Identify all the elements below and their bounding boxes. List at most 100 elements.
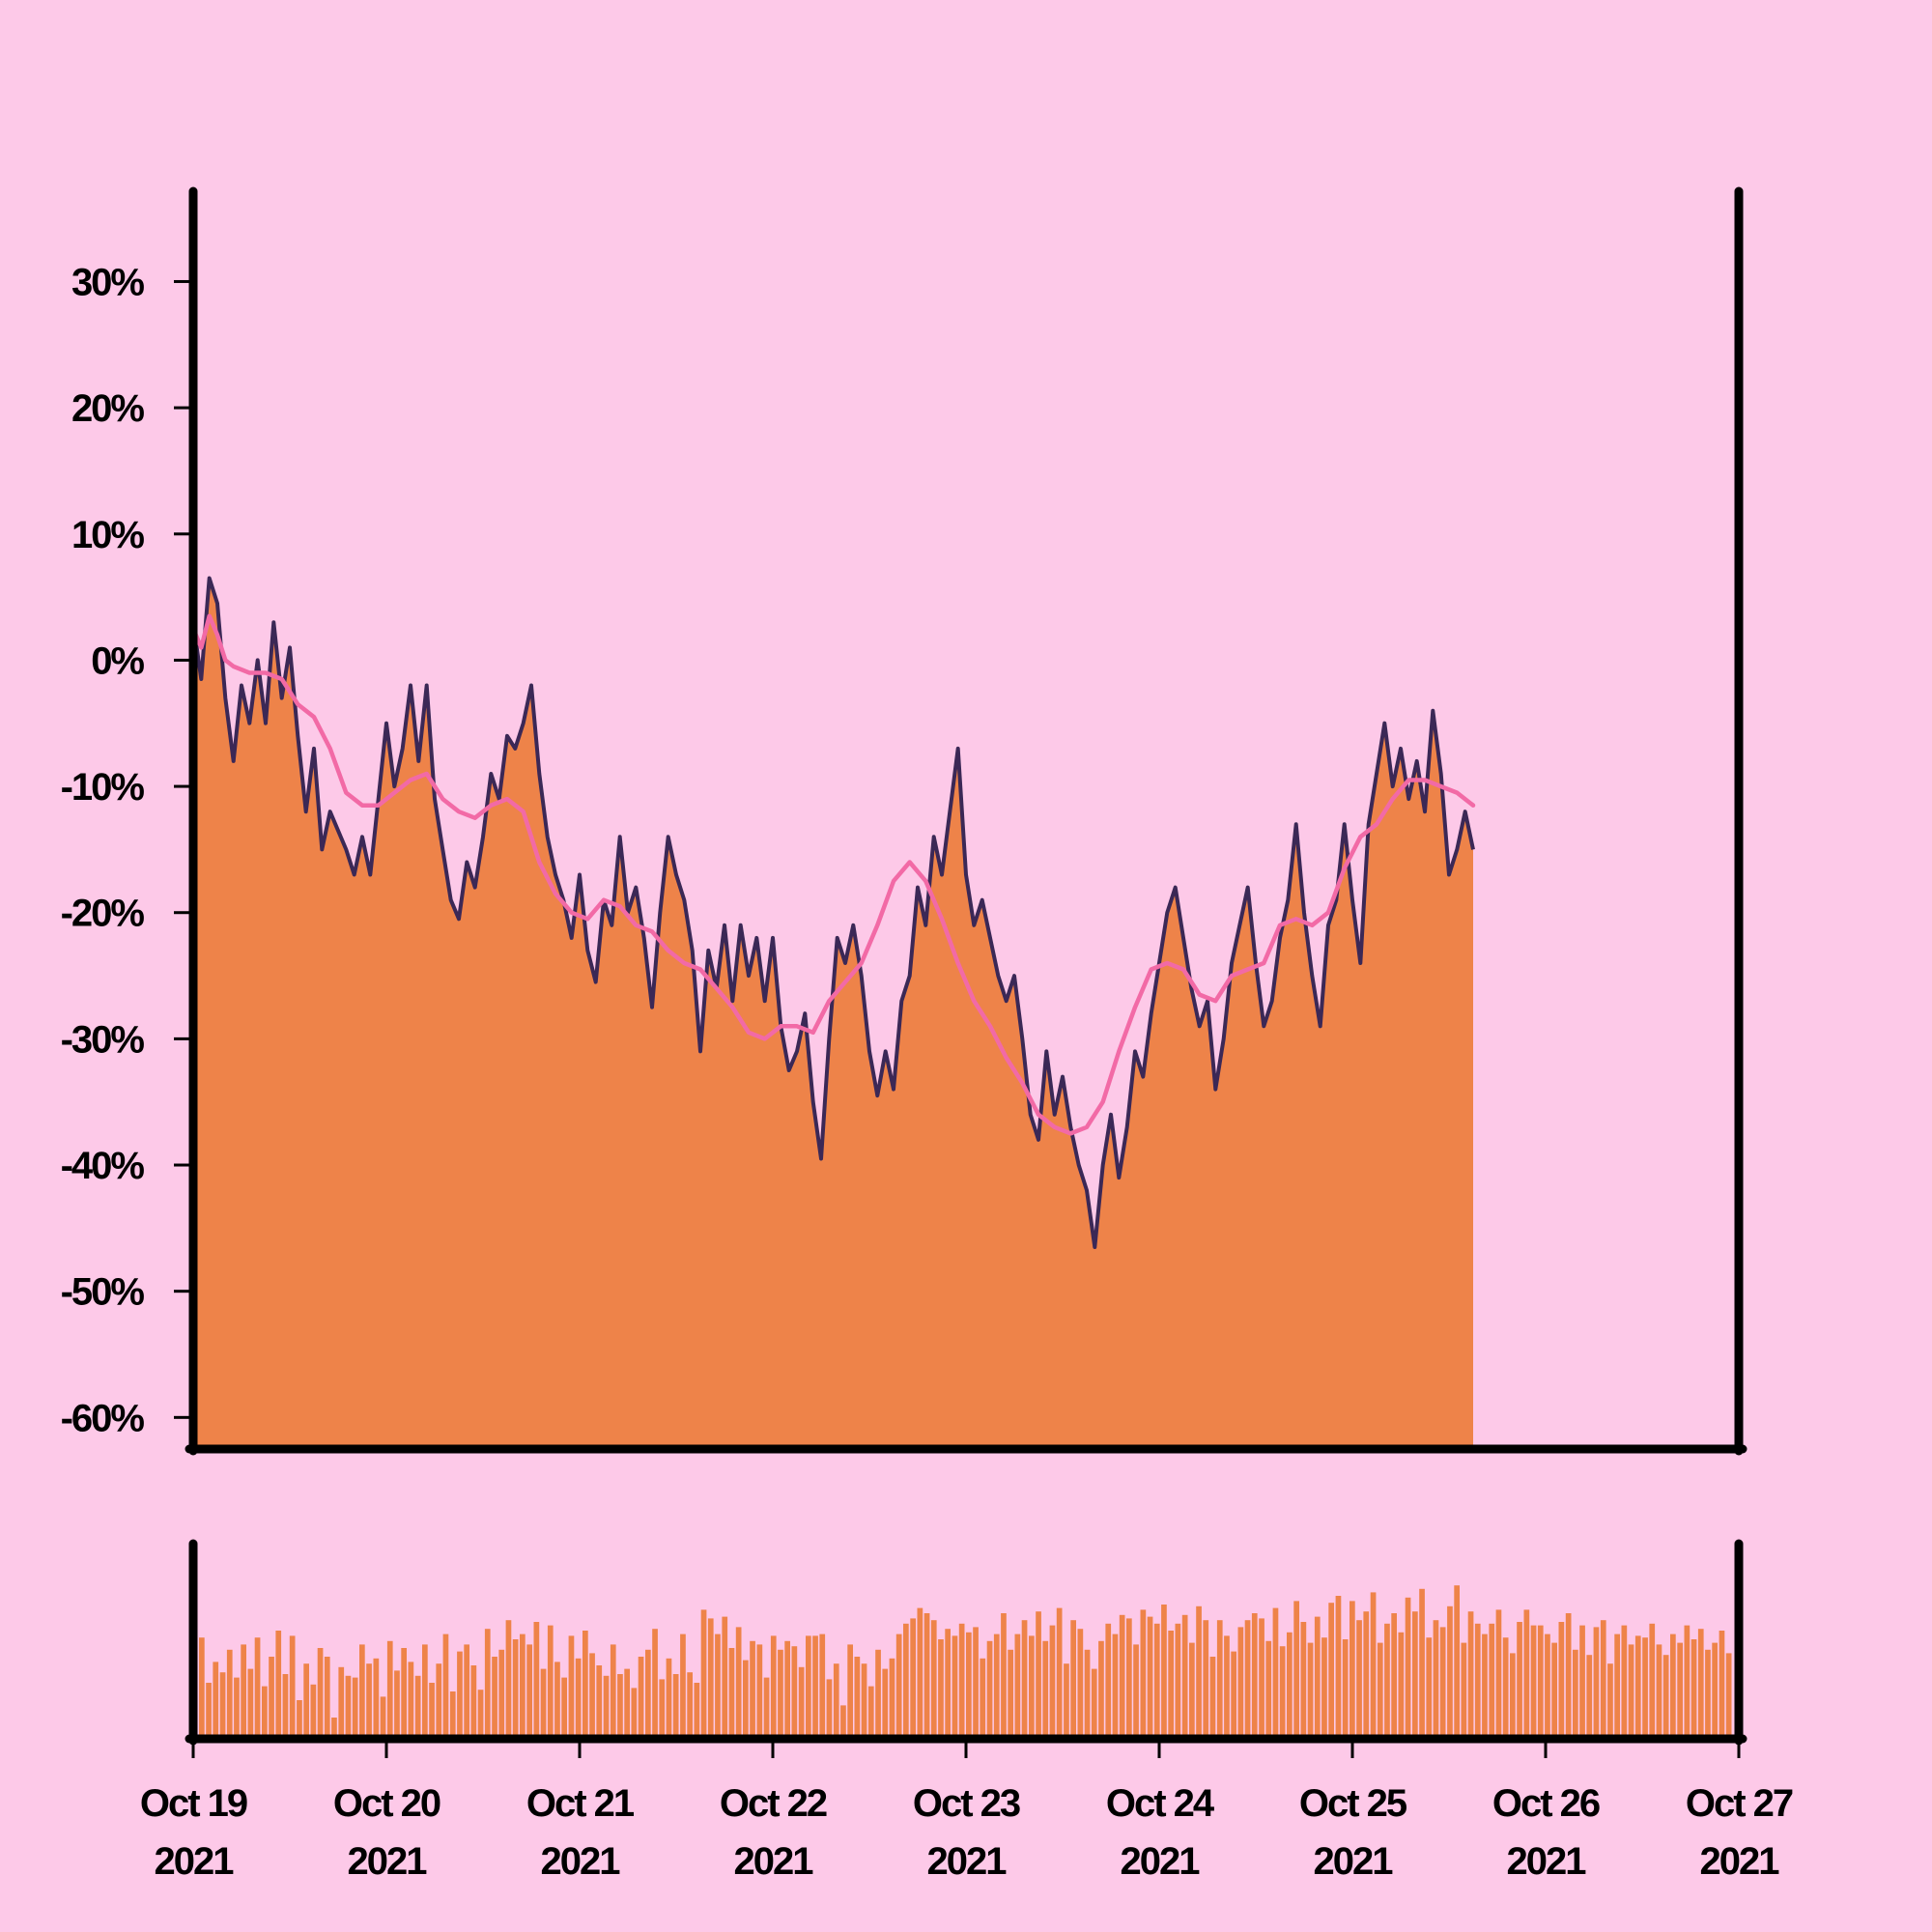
volume-bar [1293,1601,1299,1735]
volume-bar [1363,1611,1370,1735]
volume-bar [1433,1620,1439,1735]
volume-bar [1140,1609,1147,1735]
volume-bar [275,1631,282,1735]
volume-bar [1565,1613,1572,1735]
y-tick-label: -50% [61,1271,145,1314]
volume-bar [436,1663,442,1735]
volume-bar [1649,1623,1656,1735]
volume-bar [1461,1642,1467,1735]
volume-bar [840,1705,846,1735]
volume-bar [973,1627,979,1735]
volume-bar [561,1677,567,1735]
volume-bar [1510,1653,1516,1735]
volume-bar [728,1648,735,1735]
y-tick-label: -10% [61,766,145,809]
volume-bar [1216,1620,1223,1735]
volume-bar [966,1632,972,1735]
volume-bar [484,1629,491,1735]
volume-bar [1335,1596,1342,1735]
volume-bar [1161,1605,1167,1735]
volume-bar [763,1677,770,1735]
volume-bar [617,1674,623,1735]
volume-bar [854,1657,861,1735]
volume-bar [429,1683,435,1735]
x-tick-label-month-day: Oct 23 [913,1782,1020,1825]
volume-bar [1426,1637,1433,1735]
volume-bar [345,1675,352,1735]
volume-bar [1523,1609,1530,1735]
volume-bar [338,1666,345,1735]
volume-bar [735,1627,742,1735]
volume-bar [596,1665,603,1735]
volume-bar [1356,1620,1362,1735]
volume-bar [798,1666,805,1735]
volume-bar [1412,1611,1418,1735]
volume-bar [812,1635,818,1735]
volume-bar [199,1637,205,1735]
volume-bar [282,1674,289,1735]
volume-bar [1209,1657,1216,1735]
x-tick-label-month-day: Oct 19 [140,1782,247,1825]
volume-bar [526,1644,532,1735]
volume-bar [1573,1649,1578,1735]
volume-bar [1224,1635,1230,1735]
volume-bar [520,1634,526,1735]
x-tick-label-month-day: Oct 26 [1492,1782,1600,1825]
volume-bar [1384,1623,1390,1735]
volume-bar [659,1679,666,1735]
volume-bar [297,1700,302,1735]
volume-bar [631,1688,638,1735]
volume-bar [1008,1649,1013,1735]
volume-bar [206,1683,212,1735]
volume-bar [1091,1668,1097,1735]
volume-bar [980,1658,986,1735]
volume-bar [930,1620,937,1735]
volume-bar [1077,1629,1084,1735]
x-tick-label-year: 2021 [927,1840,1008,1883]
volume-bar [1712,1642,1718,1735]
y-tick-label: -20% [61,893,145,935]
volume-bar [700,1609,707,1735]
moving-average-line [190,613,1476,1136]
volume-bar [1621,1625,1628,1735]
volume-bar [707,1618,714,1735]
volume-bar [1725,1653,1732,1735]
volume-bar [303,1663,309,1735]
volume-bar [1314,1616,1321,1735]
volume-bar [1607,1663,1613,1735]
volume-bar [1558,1622,1565,1735]
y-tick-label: 0% [91,639,144,682]
x-tick-label-year: 2021 [348,1840,428,1883]
volume-bar [1231,1651,1236,1735]
volume-bar [1697,1629,1704,1735]
volume-bar [806,1635,811,1735]
volume-bar [1265,1640,1272,1735]
volume-bar [1070,1620,1076,1735]
volume-bar [1537,1625,1544,1735]
volume-bar [993,1634,1000,1735]
volume-bar [589,1653,595,1735]
volume-bar [1287,1632,1293,1735]
x-tick-label-year: 2021 [734,1840,814,1883]
volume-bar [958,1623,965,1735]
volume-bar [1495,1609,1502,1735]
volume-bar [457,1651,463,1735]
volume-bar [254,1637,261,1735]
x-tick-label-year: 2021 [1121,1840,1201,1883]
volume-bar [1545,1634,1550,1735]
volume-bar [694,1683,700,1735]
volume-bar [652,1629,658,1735]
volume-bar [867,1686,874,1735]
volume-bar [1036,1611,1041,1735]
volume-bar [1656,1644,1662,1735]
volume-bar [1579,1625,1585,1735]
volume-bar [1259,1618,1264,1735]
volume-bar [952,1635,958,1735]
y-tick-label: 20% [71,387,144,430]
volume-bar [1370,1592,1377,1735]
volume-bar [1251,1613,1258,1735]
volume-bar [1042,1640,1049,1735]
main-panel: 30% 20% 10% 0% -10% -20% -30% -40% -50% -60% [61,186,1747,1456]
volume-bar [386,1640,393,1735]
